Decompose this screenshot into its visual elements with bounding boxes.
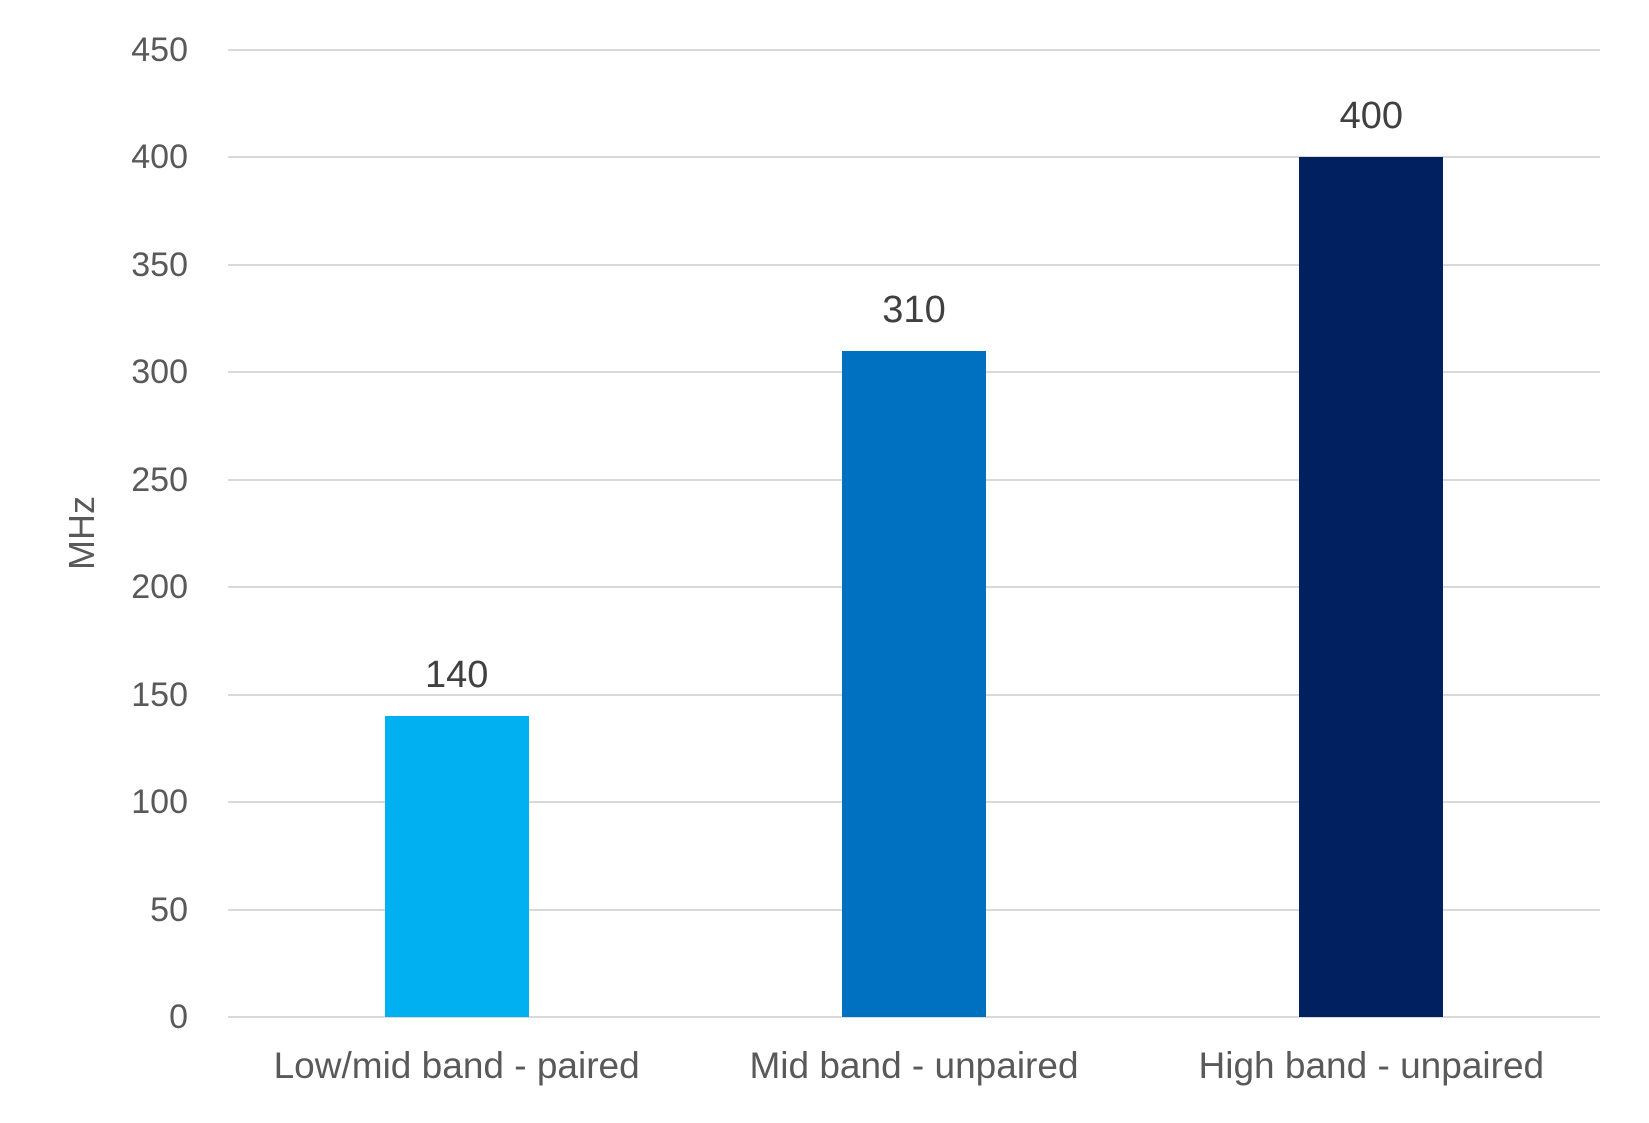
y-tick-label: 150 (131, 675, 188, 714)
bar (842, 350, 986, 1017)
y-tick-label: 200 (131, 568, 188, 607)
bar-value-label: 310 (882, 288, 946, 331)
gridline (228, 156, 1600, 159)
gridline (228, 1016, 1600, 1018)
x-category-label: Mid band - unpaired (749, 1045, 1079, 1086)
y-tick-label: 300 (131, 353, 188, 392)
y-tick-label: 350 (131, 245, 188, 284)
gridline (228, 263, 1600, 266)
gridline (228, 49, 1600, 51)
y-tick-label: 250 (131, 460, 188, 499)
bar-value-label: 140 (424, 654, 489, 697)
x-category-label: High band - unpaired (1198, 1045, 1545, 1086)
bar (384, 716, 529, 1017)
plot-area: 140 310 400 (228, 49, 1600, 1018)
y-tick-label: 0 (169, 998, 188, 1036)
y-tick-label: 100 (131, 783, 188, 822)
bar (1299, 157, 1444, 1017)
y-axis-title: MHz (61, 496, 102, 570)
y-tick-label: 50 (150, 890, 188, 929)
y-tick-label: 450 (131, 31, 188, 69)
x-category-label: Low/mid band - paired (273, 1045, 640, 1086)
bar-value-label: 400 (1339, 95, 1404, 138)
y-tick-label: 400 (131, 138, 188, 177)
